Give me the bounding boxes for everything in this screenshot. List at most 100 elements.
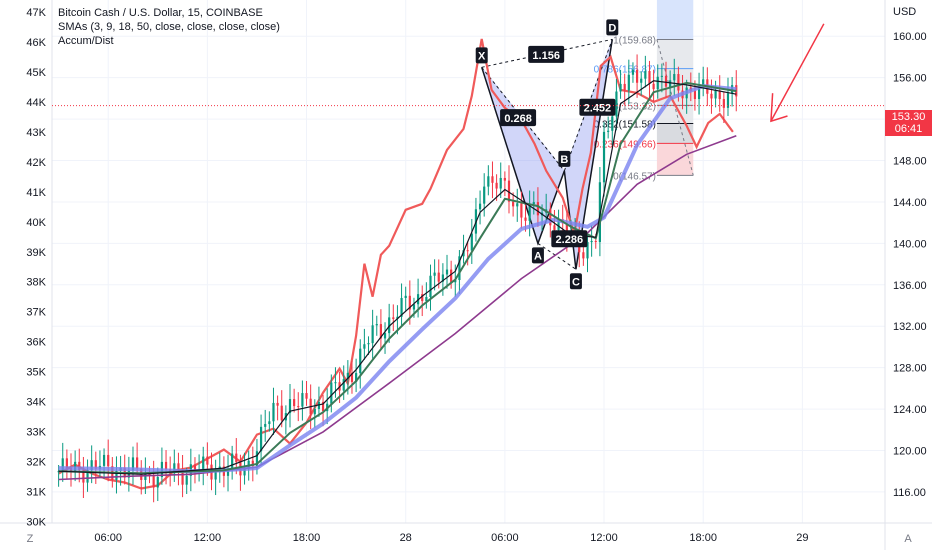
last-price: 153.30	[891, 111, 926, 123]
candle-body	[652, 83, 655, 90]
candle-body	[590, 240, 593, 243]
pattern-point-label: A	[534, 250, 542, 262]
candle-body	[408, 295, 411, 310]
candle-body	[293, 399, 296, 407]
candle-body	[607, 130, 610, 132]
candle-body	[177, 463, 180, 471]
pattern-point-label: X	[478, 50, 486, 62]
candle-body	[148, 472, 151, 477]
candle-body	[136, 457, 139, 469]
last-price-tag: 153.30 06:41	[885, 110, 932, 136]
candle-body	[412, 304, 416, 310]
candle-body	[429, 275, 432, 298]
currency-label[interactable]: USD	[893, 6, 917, 18]
candle-body	[615, 91, 618, 117]
candle-body	[714, 90, 717, 99]
candle-body	[586, 242, 589, 259]
candle-body	[697, 86, 701, 100]
candle-body	[660, 75, 663, 77]
candle-body	[611, 116, 614, 131]
right-tick-label: 144.00	[893, 197, 927, 209]
candle-body	[268, 421, 271, 425]
pattern-point-box	[531, 247, 544, 264]
right-tick-label: 160.00	[893, 31, 927, 43]
candle-body	[247, 460, 250, 468]
left-tick-label: 30K	[26, 517, 46, 529]
candle-body	[594, 240, 597, 243]
candle-body	[226, 469, 230, 476]
candle-body	[94, 460, 97, 469]
candle-body	[516, 203, 519, 207]
left-tick-label: 32K	[26, 457, 46, 469]
x-tick-label: 06:00	[491, 532, 519, 544]
candle-body	[276, 402, 279, 406]
candle-body	[528, 204, 531, 221]
candle-body	[470, 233, 473, 251]
candle-body	[255, 451, 259, 467]
candle-body	[330, 382, 333, 404]
candle-body	[524, 217, 527, 221]
right-tick-label: 116.00	[893, 487, 926, 499]
left-tick-label: 47K	[26, 7, 46, 19]
candle-body	[466, 250, 469, 252]
x-tick-label: 12:00	[590, 532, 618, 544]
left-tick-label: 44K	[26, 97, 46, 109]
sma9-line	[58, 81, 737, 475]
pattern-point-box	[475, 47, 488, 64]
pattern-point-box	[569, 273, 582, 290]
fib-level-label: 0.236(149.66)	[594, 139, 656, 150]
accum-dist-line	[58, 38, 734, 490]
candle-body	[677, 74, 680, 91]
fib-level-label: 0.618(153.32)	[594, 101, 656, 112]
candle-body	[549, 209, 552, 226]
right-tick-label: 140.00	[893, 238, 927, 250]
candle-body	[156, 477, 159, 488]
candle-body	[396, 316, 399, 319]
symbol-title[interactable]: Bitcoin Cash / U.S. Dollar, 15, COINBASE	[58, 7, 263, 19]
candle-body	[627, 74, 630, 91]
candle-body	[669, 80, 672, 87]
left-tick-label: 45K	[26, 67, 46, 79]
x-tick-label: 18:00	[293, 532, 321, 544]
pattern-point-label: C	[572, 276, 580, 288]
fib-zone-top	[656, 0, 694, 40]
candle-body	[78, 461, 81, 471]
right-tick-label: 120.00	[893, 446, 927, 458]
pattern-ratio-box	[500, 109, 537, 127]
x-tick-label: 28	[400, 532, 412, 544]
candle-body	[342, 379, 345, 391]
accum-dist-label[interactable]: Accum/Dist	[58, 35, 114, 47]
fib-zone-lower	[656, 123, 694, 144]
candle-body	[280, 405, 283, 421]
candle-body	[173, 463, 176, 474]
candle-body	[631, 69, 635, 75]
candle-body	[718, 90, 721, 100]
fib-zone-bottom	[656, 143, 694, 176]
candle-body	[251, 460, 254, 467]
sma-indicator-label[interactable]: SMAs (3, 9, 18, 50, close, close, close,…	[58, 21, 280, 33]
candle-body	[202, 456, 205, 470]
candle-body	[693, 90, 697, 100]
candle-body	[388, 317, 391, 334]
candle-body	[90, 460, 93, 471]
candle-body	[350, 372, 354, 382]
candle-body	[107, 454, 110, 467]
left-tick-label: 37K	[26, 307, 46, 319]
grid-lines	[52, 0, 885, 523]
candle-body	[297, 406, 300, 408]
candle-body	[478, 203, 482, 210]
candle-body	[726, 93, 730, 108]
x-tick-label: 18:00	[689, 532, 717, 544]
fib-level-label: 0.786(156.87)	[594, 65, 656, 76]
fib-level-label: 0(146.57)	[613, 171, 656, 182]
fib-level-label: 1(159.68)	[613, 36, 656, 47]
candle-body	[363, 344, 366, 349]
left-tick-label: 43K	[26, 127, 46, 139]
auto-scale-button: A	[904, 533, 912, 545]
candle-body	[392, 317, 395, 319]
fib-level-label: 0.382(151.58)	[594, 119, 656, 130]
candle-body	[131, 457, 135, 471]
right-tick-label: 124.00	[893, 404, 927, 416]
